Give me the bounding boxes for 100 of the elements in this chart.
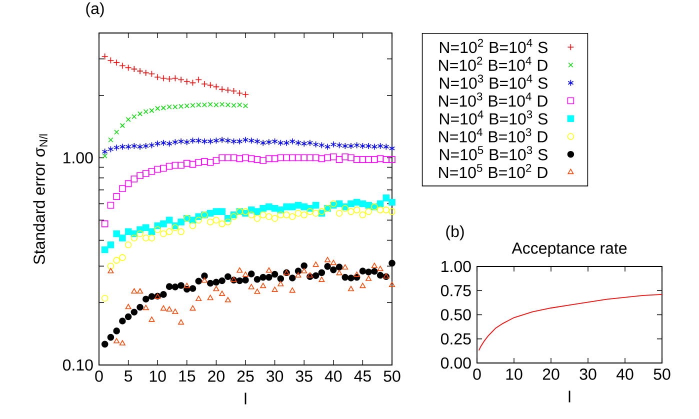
legend-label: N=10$^{2}$ B=10$^{4}$ S bbox=[440, 38, 548, 54]
point bbox=[301, 140, 308, 148]
point bbox=[101, 294, 108, 302]
point bbox=[184, 160, 190, 167]
point bbox=[107, 57, 114, 64]
point bbox=[382, 156, 390, 163]
chart-title: Acceptance rate bbox=[512, 242, 627, 257]
point bbox=[260, 282, 266, 288]
x-tick-label: 20 bbox=[208, 370, 224, 382]
point bbox=[178, 76, 184, 84]
point bbox=[131, 288, 138, 294]
point bbox=[242, 272, 248, 277]
point bbox=[172, 308, 178, 314]
legend-label: N=10$^{5}$ B=10$^{2}$ D bbox=[439, 164, 548, 178]
text: (a) bbox=[86, 2, 104, 18]
point bbox=[184, 282, 190, 288]
point bbox=[288, 154, 296, 162]
point bbox=[248, 137, 254, 144]
point bbox=[272, 286, 278, 292]
legend-label: N=10$^{4}$ B=10$^{3}$ D bbox=[439, 128, 548, 142]
point bbox=[207, 294, 214, 300]
point bbox=[160, 164, 167, 172]
point bbox=[318, 142, 325, 149]
point bbox=[260, 204, 266, 212]
point bbox=[318, 276, 325, 282]
point bbox=[130, 308, 138, 316]
point bbox=[242, 91, 249, 98]
point bbox=[284, 139, 290, 146]
legend-label: N=10$^{4}$ B=10$^{3}$ S bbox=[440, 110, 548, 125]
x-tick-label: 0 bbox=[473, 368, 481, 380]
y-tick-label: 0.10 bbox=[62, 359, 93, 371]
x-tick-label: 20 bbox=[542, 368, 560, 380]
y-tick-label: 0.25 bbox=[440, 333, 471, 345]
point bbox=[219, 136, 226, 144]
point bbox=[125, 304, 132, 310]
point bbox=[295, 272, 302, 278]
point bbox=[113, 59, 120, 66]
point bbox=[277, 212, 284, 218]
point bbox=[377, 266, 384, 272]
point bbox=[142, 304, 149, 310]
point bbox=[336, 156, 343, 163]
point bbox=[388, 156, 396, 163]
point bbox=[283, 154, 290, 162]
point bbox=[124, 180, 132, 188]
point bbox=[172, 74, 179, 82]
point bbox=[206, 280, 214, 287]
x-axis-title: l bbox=[244, 392, 246, 404]
point bbox=[120, 123, 125, 128]
point bbox=[254, 276, 261, 283]
point bbox=[230, 138, 237, 145]
point bbox=[207, 138, 214, 145]
point bbox=[160, 220, 167, 228]
point bbox=[224, 297, 231, 302]
point bbox=[189, 285, 196, 292]
point bbox=[166, 162, 173, 170]
point bbox=[206, 218, 214, 226]
point bbox=[178, 319, 184, 325]
point bbox=[365, 268, 372, 276]
y-tick-label: 0.75 bbox=[440, 284, 471, 296]
point bbox=[136, 304, 144, 311]
legend-label: N=10$^{3}$ B=10$^{4}$ D bbox=[439, 92, 548, 107]
x-tick-label: 5 bbox=[124, 370, 132, 382]
point bbox=[353, 206, 360, 214]
point bbox=[342, 264, 348, 270]
point bbox=[224, 154, 232, 162]
point bbox=[178, 228, 184, 236]
point bbox=[125, 143, 132, 150]
point bbox=[218, 220, 226, 228]
point bbox=[148, 293, 156, 300]
point bbox=[196, 137, 202, 144]
legend-label: N=10$^{5}$ B=10$^{3}$ S bbox=[440, 146, 548, 160]
point bbox=[294, 154, 302, 162]
point bbox=[166, 76, 173, 82]
point bbox=[348, 274, 354, 282]
point bbox=[102, 148, 108, 156]
x-axis-title: l bbox=[568, 390, 570, 402]
point bbox=[366, 142, 372, 150]
point bbox=[113, 193, 120, 200]
point bbox=[137, 288, 144, 294]
x-tick-label: 10 bbox=[506, 368, 522, 380]
point bbox=[172, 284, 179, 290]
point bbox=[289, 287, 296, 293]
point bbox=[114, 144, 120, 151]
point bbox=[354, 272, 360, 277]
point bbox=[126, 116, 131, 122]
point bbox=[371, 268, 378, 275]
point bbox=[160, 139, 166, 146]
point bbox=[148, 168, 156, 175]
point bbox=[172, 138, 178, 146]
point bbox=[107, 241, 114, 248]
point bbox=[236, 138, 243, 145]
point bbox=[101, 246, 108, 254]
point bbox=[388, 260, 396, 267]
point bbox=[266, 155, 272, 162]
point bbox=[160, 74, 167, 82]
point bbox=[330, 141, 336, 148]
point bbox=[178, 282, 184, 289]
x-tick-label: 10 bbox=[150, 370, 166, 382]
point bbox=[119, 143, 126, 150]
point bbox=[312, 272, 320, 280]
